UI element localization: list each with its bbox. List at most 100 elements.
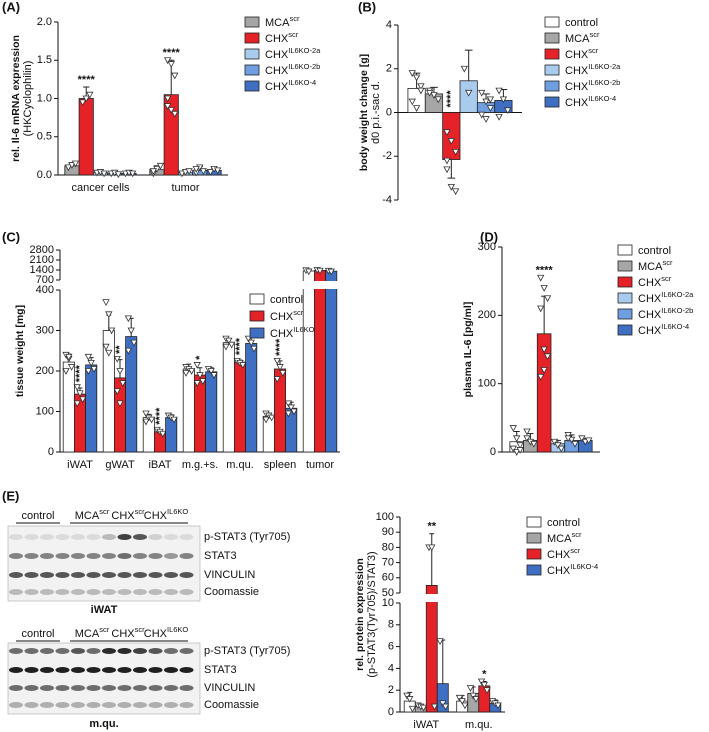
blot-band	[9, 553, 23, 559]
data-point	[102, 343, 110, 351]
blot-band	[55, 534, 70, 540]
legend-label-main: MCA	[265, 17, 290, 29]
legend-label-sup: IL6KO-2a	[288, 46, 321, 55]
legend-label-main: CHX	[265, 81, 289, 93]
blot-image	[7, 525, 201, 602]
y-tick-label: 700	[36, 274, 54, 286]
data-point	[428, 544, 436, 552]
data-point	[486, 96, 495, 104]
lane-group-label-main: control	[21, 510, 54, 522]
significance: ****	[445, 90, 457, 108]
data-point	[279, 370, 287, 377]
blot-band	[9, 648, 23, 654]
data-point	[425, 89, 434, 97]
data-point	[472, 696, 480, 703]
bar	[313, 270, 326, 453]
blot-band	[71, 553, 85, 559]
y-tick-label: 0.0	[37, 169, 52, 181]
blot-band	[164, 667, 178, 673]
data-point	[455, 694, 464, 702]
protein-label: STAT3	[204, 664, 237, 676]
y-tick-label: 300	[36, 324, 54, 336]
data-point	[185, 168, 193, 176]
data-point	[494, 702, 502, 710]
y-tick-label: 8	[388, 619, 394, 631]
data-point	[482, 98, 490, 106]
y-tick-label: 0	[490, 446, 496, 458]
blot-band	[179, 648, 194, 654]
bar	[233, 361, 246, 453]
data-point	[71, 160, 80, 168]
data-point	[516, 442, 524, 450]
y-tick-label: 2.0	[37, 16, 52, 28]
protein-label: VINCULIN	[204, 682, 255, 694]
legend-label-main: CHX	[265, 33, 289, 45]
y-axis-label: body weight change [g]	[358, 54, 370, 171]
data-point	[540, 346, 548, 354]
blot-band	[71, 589, 85, 595]
y-tick-label: 100	[376, 511, 394, 523]
data-point	[327, 268, 335, 276]
data-point	[113, 355, 121, 363]
legend-label-main: CHX	[638, 293, 662, 305]
axis-break	[61, 281, 341, 289]
blot-band	[86, 534, 101, 540]
legend-label-main: CHX	[565, 97, 589, 109]
data-point	[417, 83, 425, 91]
blot-band	[117, 589, 132, 595]
legend-label: CHXIL6KO-2a	[565, 62, 621, 77]
y-axis-label-2: (p-STAT3(Tyr705)/STAT3)	[366, 551, 378, 677]
legend-label: CHXIL6KO	[270, 325, 315, 340]
data-point	[182, 370, 190, 377]
legend-label: control	[565, 17, 598, 29]
blot-band	[133, 534, 147, 540]
lane-group-label: CHXscr	[111, 625, 145, 640]
data-point	[305, 268, 313, 276]
data-point	[187, 368, 196, 375]
legend-swatch	[617, 260, 633, 272]
data-point	[523, 435, 531, 443]
blot-band	[55, 589, 70, 595]
lane-group-label-main: MCA	[75, 628, 100, 640]
y-tick-label: 2	[386, 63, 392, 75]
data-point	[62, 368, 70, 375]
data-point	[408, 70, 416, 77]
legend-label: CHXscr	[547, 546, 581, 561]
legend-swatch	[526, 548, 542, 560]
blot-band	[55, 702, 70, 708]
legend-swatch	[526, 516, 542, 528]
blot-band	[55, 685, 70, 691]
blot-band	[9, 572, 23, 578]
data-point	[482, 116, 490, 123]
blot-band	[24, 589, 39, 595]
legend-label-sup: IL6KO-4	[288, 78, 316, 87]
blot-band	[40, 534, 54, 540]
bar	[262, 415, 275, 453]
legend-label: MCAscr	[638, 258, 673, 273]
x-tick-label: iWAT	[67, 459, 93, 471]
blot-band	[164, 589, 178, 595]
data-point	[247, 339, 255, 347]
legend-label-sup: IL6KO-2b	[288, 62, 320, 71]
bar	[205, 371, 218, 453]
x-tick-label: gWAT	[105, 459, 135, 471]
data-point	[210, 372, 218, 379]
data-point	[163, 57, 172, 65]
legend-label-main: control	[638, 245, 671, 257]
x-tick-label: m.g.+s.	[182, 459, 218, 471]
legend-label: CHXIL6KO-2a	[265, 46, 321, 61]
y-axis-label: rel. protein expression	[354, 558, 366, 671]
data-point	[516, 447, 524, 454]
blot-band	[71, 667, 85, 673]
data-point	[513, 435, 521, 443]
y-tick-label: 60	[382, 572, 394, 584]
significance: ****	[154, 407, 166, 425]
y-tick-label: 90	[382, 526, 394, 538]
data-point	[540, 367, 548, 374]
data-point	[163, 95, 172, 103]
blot-band	[86, 553, 101, 559]
blot-band	[133, 589, 147, 595]
data-point	[87, 360, 95, 367]
y-tick-label: 300	[478, 241, 496, 253]
legend-label-main: CHX	[565, 49, 589, 61]
